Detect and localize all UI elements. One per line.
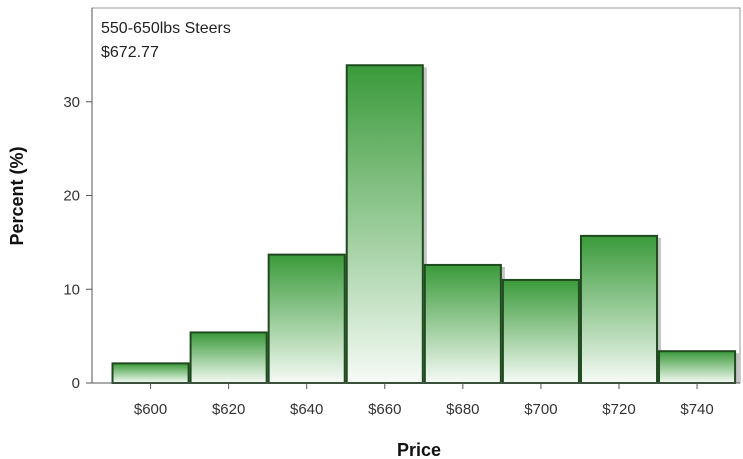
x-tick-label: $620 (212, 401, 245, 418)
x-axis-title: Price (397, 440, 441, 459)
bar-670-690 (423, 263, 502, 384)
y-tick-label: 10 (63, 281, 80, 298)
bar-690-710 (501, 278, 580, 384)
x-tick-label: $600 (134, 401, 167, 418)
y-tick-label: 0 (72, 375, 80, 392)
y-tick-label: 20 (63, 188, 80, 205)
inset-line-1: 550-650lbs Steers (101, 20, 231, 37)
y-tick-label: 30 (63, 94, 80, 111)
x-tick-label: $740 (680, 401, 713, 418)
x-tick-label: $660 (368, 401, 401, 418)
x-tick-label: $680 (446, 401, 479, 418)
bar-730-750 (658, 350, 737, 384)
bar-610-630 (189, 331, 268, 384)
x-axis: $600 $620 $640 $660 $680 $700 $720 $740 (92, 382, 740, 418)
y-axis: 0 10 20 30 (63, 8, 93, 392)
y-axis-title: Percent (%) (7, 146, 27, 245)
x-tick-label: $700 (524, 401, 557, 418)
x-tick-label: $640 (290, 401, 323, 418)
bar-590-610 (111, 362, 190, 384)
bars-group (111, 64, 740, 384)
bar-710-730 (579, 234, 659, 384)
x-tick-label: $720 (602, 401, 635, 418)
bar-650-670 (345, 64, 424, 384)
inset-line-2: $672.77 (101, 44, 159, 61)
bar-630-650 (267, 253, 346, 384)
